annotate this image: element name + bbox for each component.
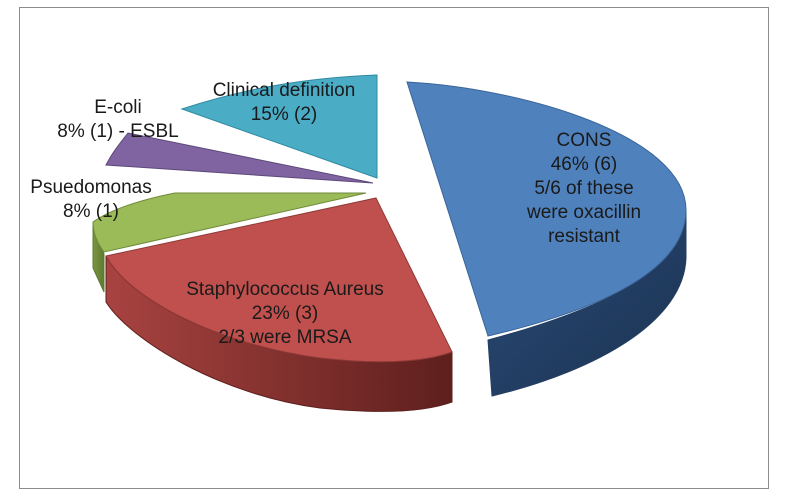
slice-label-line: 2/3 were MRSA — [218, 327, 351, 348]
slice-label-line: were oxacillin — [526, 202, 641, 223]
slice-cons — [406, 81, 687, 337]
slice-label-line: resistant — [548, 226, 621, 247]
slice-label-line: Clinical definition — [213, 80, 356, 101]
slice-label-line: 23% (3) — [252, 303, 319, 324]
slice-label-line: E-coli — [94, 97, 142, 118]
slice-label-staph: Staphylococcus Aureus 23% (3) 2/3 were MRS… — [186, 279, 384, 348]
slice-label-line: 8% (1) - ESBL — [57, 121, 178, 142]
slice-pseudomonas — [92, 192, 367, 253]
slice-label-pseudomonas: Psuedomonas 8% (1) — [30, 177, 151, 222]
slice-label-ecoli: E-coli 8% (1) - ESBL — [57, 97, 178, 142]
slice-clinical — [180, 74, 378, 179]
slice-label-line: 46% (6) — [551, 154, 618, 175]
slice-ecoli — [105, 132, 374, 184]
slice-label-line: 15% (2) — [251, 104, 318, 125]
slice-label-line: Staphylococcus Aureus — [186, 279, 384, 300]
slice-label-line: 5/6 of these — [534, 178, 633, 199]
slice-label-line: 8% (1) — [63, 201, 119, 222]
slice-label-line: Psuedomonas — [30, 177, 151, 198]
slice-label-clinical: Clinical definition 15% (2) — [213, 80, 356, 125]
slice-staph — [105, 197, 453, 363]
slice-label-cons: CONS 46% (6) 5/6 of these were oxacillin res… — [526, 130, 641, 247]
slice-label-line: CONS — [557, 130, 612, 151]
